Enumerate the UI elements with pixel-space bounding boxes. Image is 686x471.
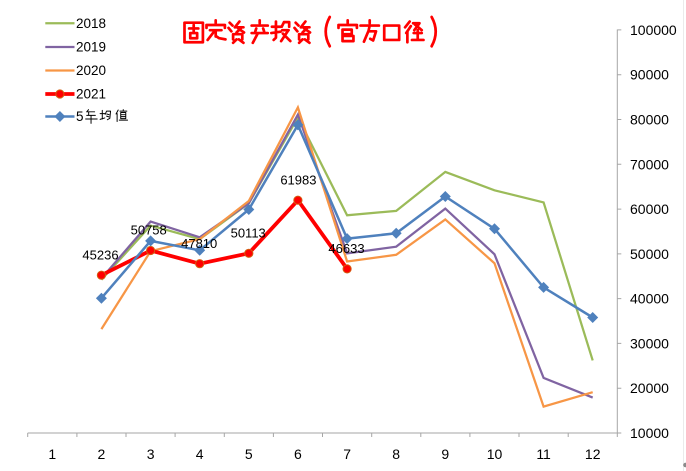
svg-text:5: 5: [76, 109, 84, 124]
svg-text:9: 9: [441, 446, 449, 462]
svg-text:5: 5: [245, 446, 253, 462]
svg-text:80000: 80000: [630, 112, 669, 128]
svg-text:11: 11: [536, 446, 551, 462]
svg-text:46633: 46633: [328, 241, 364, 256]
svg-text:50758: 50758: [131, 223, 167, 238]
svg-text:100000: 100000: [630, 22, 677, 38]
svg-text:3: 3: [147, 446, 155, 462]
svg-text:61983: 61983: [280, 172, 316, 187]
svg-text:50000: 50000: [630, 246, 669, 262]
svg-text:90000: 90000: [630, 67, 669, 83]
svg-text:2018: 2018: [76, 16, 106, 31]
svg-text:10: 10: [487, 446, 503, 462]
svg-text:50113: 50113: [231, 225, 266, 240]
svg-text:2021: 2021: [76, 87, 106, 102]
svg-text:12: 12: [585, 446, 601, 462]
svg-text:20000: 20000: [630, 380, 669, 396]
svg-text:8: 8: [392, 446, 400, 462]
svg-text:2020: 2020: [76, 63, 106, 78]
svg-text:40000: 40000: [630, 291, 669, 307]
svg-text:30000: 30000: [630, 335, 669, 351]
svg-text:1: 1: [48, 446, 56, 462]
svg-text:6: 6: [294, 446, 302, 462]
svg-text:4: 4: [196, 446, 204, 462]
svg-text:45236: 45236: [82, 247, 118, 262]
svg-text:60000: 60000: [630, 201, 669, 217]
svg-text:2019: 2019: [76, 40, 106, 55]
svg-text:2: 2: [98, 446, 106, 462]
svg-text:47810: 47810: [181, 236, 217, 251]
svg-text:7: 7: [343, 446, 351, 462]
svg-text:10000: 10000: [630, 425, 669, 441]
svg-text:70000: 70000: [630, 156, 669, 172]
